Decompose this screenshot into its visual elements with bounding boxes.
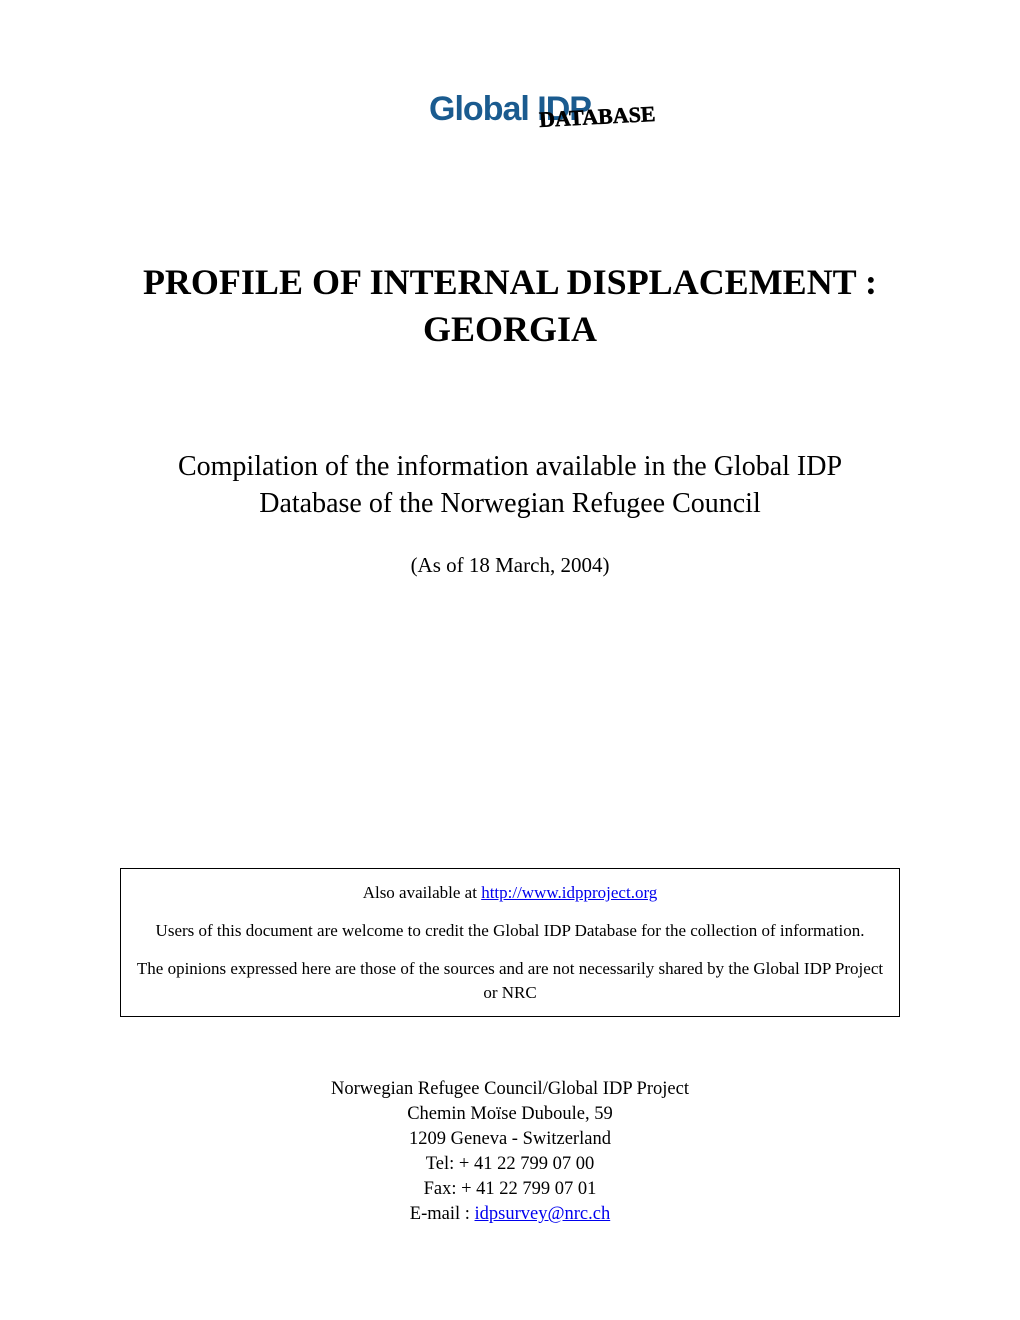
date-text: (As of 18 March, 2004) [411,553,610,577]
available-link[interactable]: http://www.idpproject.org [481,883,657,902]
date-line: (As of 18 March, 2004) [110,553,910,578]
logo: Global IDP DATABASE [429,90,591,129]
subtitle-line1: Compilation of the information available… [178,451,842,482]
email-link[interactable]: idpsurvey@nrc.ch [475,1204,611,1224]
contact-fax: Fax: + 41 22 799 07 01 [110,1177,910,1202]
contact-address1: Chemin Moïse Duboule, 59 [110,1102,910,1127]
logo-text-global: Global [429,90,529,128]
info-available: Also available at http://www.idpproject.… [133,881,887,905]
contact-address2: 1209 Geneva - Switzerland [110,1127,910,1152]
title-line1: PROFILE OF INTERNAL DISPLACEMENT : [143,262,877,302]
email-prefix: E-mail : [410,1204,475,1224]
available-prefix: Also available at [363,883,482,902]
info-opinion: The opinions expressed here are those of… [133,957,887,1005]
contact-email: E-mail : idpsurvey@nrc.ch [110,1202,910,1227]
subtitle: Compilation of the information available… [110,448,910,524]
info-credit: Users of this document are welcome to cr… [133,919,887,943]
subtitle-line2: Database of the Norwegian Refugee Counci… [259,488,760,519]
contact-block: Norwegian Refugee Council/Global IDP Pro… [110,1077,910,1227]
title-line2: GEORGIA [423,309,597,349]
main-title: PROFILE OF INTERNAL DISPLACEMENT : GEORG… [110,259,910,353]
logo-container: Global IDP DATABASE [110,90,910,129]
logo-text-database: DATABASE [538,101,656,133]
info-box: Also available at http://www.idpproject.… [120,868,900,1017]
contact-org: Norwegian Refugee Council/Global IDP Pro… [110,1077,910,1102]
contact-tel: Tel: + 41 22 799 07 00 [110,1152,910,1177]
